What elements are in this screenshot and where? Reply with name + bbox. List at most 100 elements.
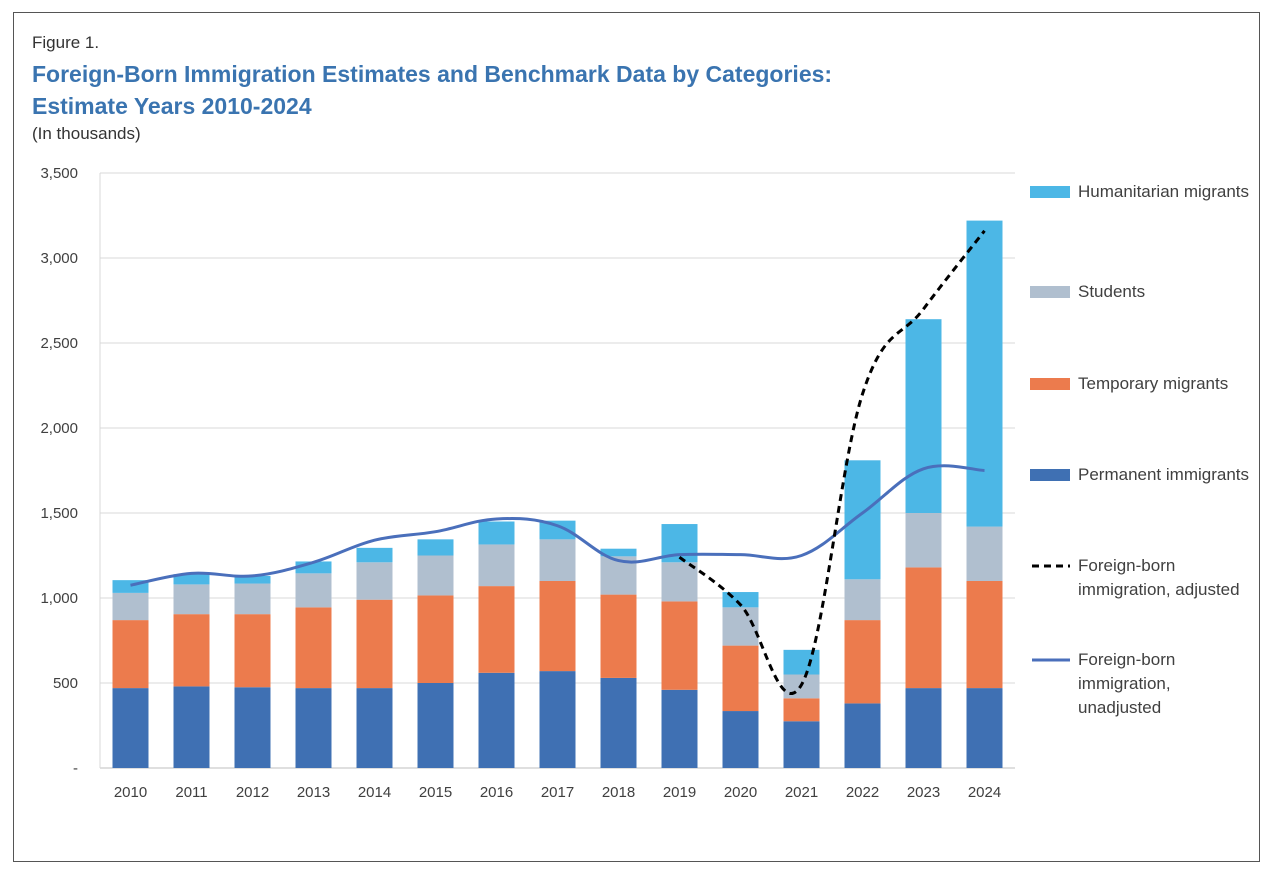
bars xyxy=(112,220,1003,768)
y-tick-label: - xyxy=(73,760,78,777)
bar-students-2023 xyxy=(905,513,942,568)
legend-swatch xyxy=(1030,378,1070,390)
bar-humanitarian-2012 xyxy=(234,575,271,584)
legend-label: Foreign-born immigration, adjusted xyxy=(1078,556,1240,599)
legend-label: Foreign-born immigration, unadjusted xyxy=(1078,650,1176,717)
bar-students-2024 xyxy=(966,526,1003,581)
legend-swatch xyxy=(1030,469,1070,481)
y-axis: - 500 1,000 1,500 2,000 2,500 3,000 3,500 xyxy=(40,165,78,777)
legend-item-humanitarian: Humanitarian migrants xyxy=(1030,180,1258,204)
bar-temporary-2022 xyxy=(844,620,881,704)
bar-permanent-2013 xyxy=(295,688,332,768)
bar-permanent-2011 xyxy=(173,686,210,768)
figure-label: Figure 1. xyxy=(32,33,100,52)
bar-temporary-2012 xyxy=(234,614,271,688)
bar-permanent-2019 xyxy=(661,689,698,768)
chart-title-line2: Estimate Years 2010-2024 xyxy=(32,93,312,119)
x-axis: 2010 2011 2012 2013 2014 2015 2016 2017 2018 2019… xyxy=(114,784,1001,801)
bar-temporary-2020 xyxy=(722,645,759,712)
bar-permanent-2024 xyxy=(966,688,1003,768)
bar-temporary-2014 xyxy=(356,599,393,689)
bar-temporary-2016 xyxy=(478,586,515,673)
bar-humanitarian-2015 xyxy=(417,539,454,556)
x-tick-label: 2019 xyxy=(663,784,696,801)
bar-permanent-2014 xyxy=(356,688,393,768)
x-tick-label: 2012 xyxy=(236,784,269,801)
x-tick-label: 2014 xyxy=(358,784,391,801)
bar-students-2015 xyxy=(417,555,454,596)
bar-students-2017 xyxy=(539,539,576,581)
bar-temporary-2011 xyxy=(173,614,210,687)
y-tick-label: 2,000 xyxy=(40,420,78,437)
legend-line-swatch xyxy=(1032,564,1070,568)
line-unadjusted xyxy=(130,464,985,587)
bar-temporary-2024 xyxy=(966,581,1003,689)
legend-swatch xyxy=(1030,286,1070,298)
bar-temporary-2021 xyxy=(783,698,820,722)
bar-students-2012 xyxy=(234,583,271,615)
series-lines xyxy=(130,229,986,695)
bar-permanent-2016 xyxy=(478,672,515,768)
bar-humanitarian-2022 xyxy=(844,460,881,580)
bar-students-2016 xyxy=(478,544,515,587)
y-tick-label: 1,500 xyxy=(40,505,78,522)
bar-students-2013 xyxy=(295,573,332,608)
bar-permanent-2021 xyxy=(783,721,820,768)
bar-temporary-2017 xyxy=(539,581,576,672)
bar-temporary-2015 xyxy=(417,595,454,683)
bar-temporary-2023 xyxy=(905,567,942,689)
bar-temporary-2018 xyxy=(600,594,637,678)
legend-item-permanent: Permanent immigrants xyxy=(1030,463,1258,487)
legend-item-students: Students xyxy=(1030,280,1258,304)
chart-subtitle: (In thousands) xyxy=(32,124,141,143)
legend-label: Temporary migrants xyxy=(1078,374,1229,393)
x-tick-label: 2024 xyxy=(968,784,1001,801)
bar-humanitarian-2024 xyxy=(966,220,1003,527)
bar-temporary-2013 xyxy=(295,607,332,689)
bar-permanent-2022 xyxy=(844,703,881,768)
legend-item-unadjusted: Foreign-born immigration, unadjusted xyxy=(1030,648,1258,720)
x-tick-label: 2018 xyxy=(602,784,635,801)
x-tick-label: 2020 xyxy=(724,784,757,801)
y-tick-label: 500 xyxy=(53,675,78,692)
bar-humanitarian-2018 xyxy=(600,548,637,557)
x-tick-label: 2016 xyxy=(480,784,513,801)
legend: Humanitarian migrants Students Temporary m… xyxy=(1030,180,1270,740)
legend-swatch xyxy=(1030,186,1070,198)
chart-title-line1: Foreign-Born Immigration Estimates and B… xyxy=(32,61,833,87)
bar-permanent-2012 xyxy=(234,687,271,768)
y-tick-label: 1,000 xyxy=(40,590,78,607)
bar-permanent-2010 xyxy=(112,688,149,768)
bar-students-2022 xyxy=(844,579,881,621)
bar-temporary-2019 xyxy=(661,601,698,690)
bar-humanitarian-2016 xyxy=(478,521,515,545)
bar-students-2014 xyxy=(356,562,393,600)
bar-humanitarian-2017 xyxy=(539,520,576,540)
bar-humanitarian-2021 xyxy=(783,649,820,675)
bar-permanent-2023 xyxy=(905,688,942,768)
bar-humanitarian-2014 xyxy=(356,547,393,563)
bar-permanent-2018 xyxy=(600,677,637,768)
bar-permanent-2015 xyxy=(417,683,454,768)
line-adjusted xyxy=(678,229,986,695)
x-tick-label: 2013 xyxy=(297,784,330,801)
bar-temporary-2010 xyxy=(112,620,149,689)
bar-students-2019 xyxy=(661,562,698,602)
legend-label: Students xyxy=(1078,282,1146,301)
bar-humanitarian-2013 xyxy=(295,561,332,574)
legend-item-adjusted: Foreign-born immigration, adjusted xyxy=(1030,554,1258,602)
legend-item-temporary: Temporary migrants xyxy=(1030,372,1258,396)
x-tick-label: 2010 xyxy=(114,784,147,801)
x-tick-label: 2011 xyxy=(175,784,207,801)
y-tick-label: 2,500 xyxy=(40,335,78,352)
bar-students-2010 xyxy=(112,592,149,621)
legend-label: Humanitarian migrants xyxy=(1078,182,1250,201)
x-tick-label: 2022 xyxy=(846,784,879,801)
bar-humanitarian-2023 xyxy=(905,319,942,513)
bar-humanitarian-2011 xyxy=(173,574,210,585)
y-tick-label: 3,000 xyxy=(40,250,78,267)
x-tick-label: 2021 xyxy=(785,784,818,801)
x-tick-label: 2017 xyxy=(541,784,574,801)
legend-label: Permanent immigrants xyxy=(1078,465,1250,484)
